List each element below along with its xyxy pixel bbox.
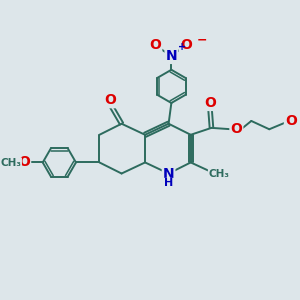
Text: −: −: [196, 33, 207, 46]
Text: CH₃: CH₃: [0, 158, 21, 168]
Text: O: O: [230, 122, 242, 136]
Text: +: +: [178, 42, 186, 52]
Text: CH₃: CH₃: [209, 169, 230, 179]
Text: O: O: [180, 38, 192, 52]
Text: O: O: [204, 96, 216, 110]
Text: O: O: [285, 114, 297, 128]
Text: N: N: [166, 49, 177, 63]
Text: O: O: [105, 93, 116, 107]
Text: H: H: [164, 178, 173, 188]
Text: N: N: [163, 167, 174, 181]
Text: O: O: [18, 155, 30, 170]
Text: O: O: [149, 38, 161, 52]
